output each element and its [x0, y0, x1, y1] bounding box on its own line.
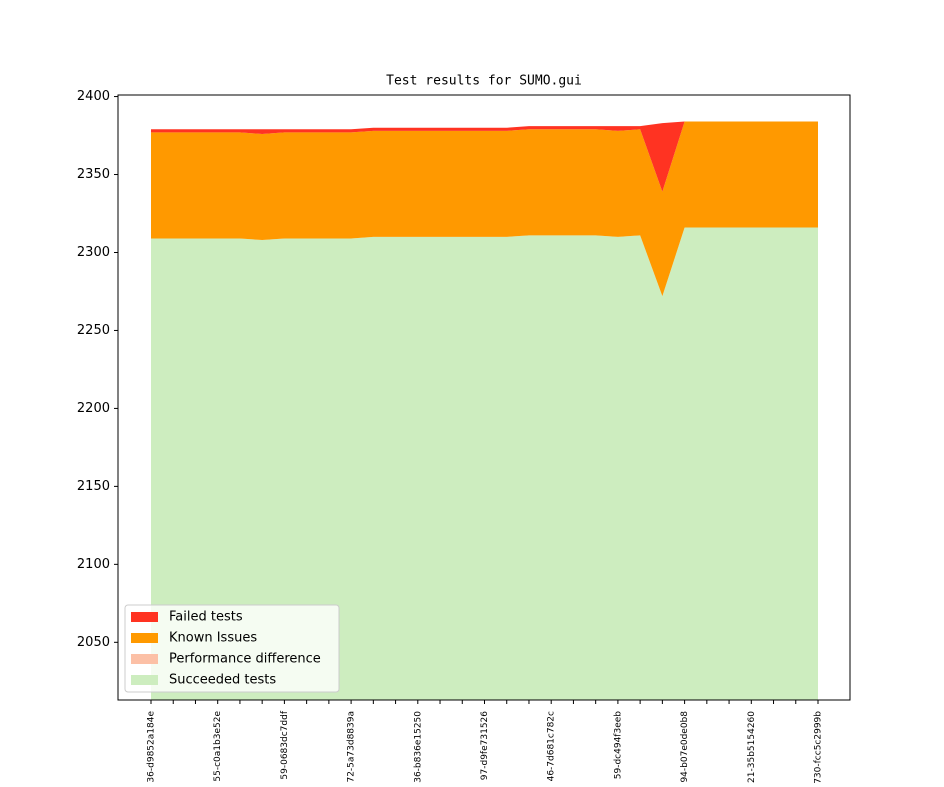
x-tick-label: 730-fcc5c2999b — [814, 711, 824, 784]
legend-label: Performance difference — [169, 652, 321, 667]
y-tick-label: 2400 — [77, 89, 110, 104]
legend-label: Succeeded tests — [169, 673, 276, 688]
y-tick-label: 2200 — [77, 401, 110, 416]
legend-swatch — [131, 675, 158, 685]
legend — [124, 604, 340, 693]
x-tick-label: 97-d9fe731526 — [480, 711, 490, 780]
legend-swatch — [131, 654, 158, 664]
chart-title: Test results for SUMO.gui — [386, 74, 582, 89]
x-tick-label: 21-35b5154260 — [747, 711, 757, 783]
y-tick-label: 2100 — [77, 557, 110, 572]
legend-swatch — [131, 612, 158, 622]
legend-label: Failed tests — [169, 610, 243, 625]
y-tick-label: 2150 — [77, 479, 110, 494]
area — [151, 227, 818, 700]
x-tick-label: 59-dc494f3eeb — [613, 711, 623, 780]
x-tick-label: 36-b836e15250 — [413, 711, 423, 783]
legend-label: Known Issues — [169, 631, 257, 646]
x-tick-label: 46-7d681c782c — [547, 711, 557, 781]
y-tick-label: 2350 — [77, 167, 110, 182]
y-tick-label: 2300 — [77, 245, 110, 260]
x-tick-label: 59-0683dc7ddf — [280, 710, 290, 779]
y-tick-label: 2250 — [77, 323, 110, 338]
y-tick-label: 2050 — [77, 635, 110, 650]
area — [151, 121, 818, 192]
legend-swatch — [131, 633, 158, 643]
x-tick-label: 36-d9852a184e — [147, 711, 157, 783]
x-tick-label: 72-5a73d8839a — [347, 711, 357, 783]
area — [151, 121, 818, 297]
x-tick-label: 94-b07e0de0b8 — [680, 711, 690, 783]
x-tick-label: 55-c0a1b3e52e — [213, 711, 223, 782]
